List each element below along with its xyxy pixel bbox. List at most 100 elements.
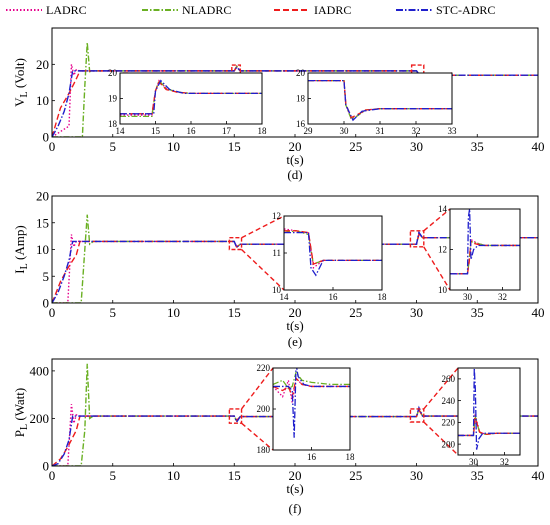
zoom-region-box (228, 408, 243, 424)
inset-axis-xtick-label: 30 (340, 126, 350, 136)
main-axis-xtick-label: 20 (289, 139, 302, 154)
main-axis-xtick-label: 5 (110, 468, 117, 483)
inset-axis-xtick-label: 30 (469, 457, 479, 467)
inset-axis-xtick-label: 33 (448, 126, 458, 136)
inset-plot: 14 15 16 17 18 18 19 20 (108, 68, 267, 136)
main-axis-xtick-label: 0 (49, 468, 56, 483)
inset-plot: 30 32 10 12 14 (438, 204, 521, 302)
inset-plot: 14 16 18 10 11 12 (272, 211, 387, 302)
inset-axis-xtick-label: 16 (307, 452, 317, 462)
legend-label: STC-ADRC (436, 3, 495, 17)
main-axis-xtick-label: 15 (228, 139, 241, 154)
legend: LADRC NLADRC IADRC STC-ADRC (6, 3, 495, 17)
main-axis-xtick-label: 10 (167, 305, 180, 320)
main-axis-xtick-label: 30 (410, 305, 423, 320)
series-line-stc-adrc (52, 405, 538, 466)
series-line-nladrc (273, 370, 350, 390)
main-axis-xtick-label: 40 (532, 305, 545, 320)
panel-caption: (d) (287, 167, 302, 182)
main-axis-xtick-label: 30 (410, 468, 423, 483)
inset-axis-ytick-label: 16 (296, 119, 306, 129)
main-axis-ytick-label: 20 (36, 189, 49, 204)
inset-axis-xtick-label: 14 (280, 292, 290, 302)
inset-axis-xtick-label: 32 (500, 457, 509, 467)
inset-axis-ytick-label: 12 (272, 211, 281, 221)
main-axis-ytick-label: 5 (43, 269, 50, 284)
inset-plot: 29 30 31 32 33 16 18 20 (296, 68, 457, 136)
zoom-connector (423, 246, 451, 291)
zoom-region-box (409, 230, 425, 248)
zoom-connector (240, 367, 274, 410)
zoom-connector (423, 367, 459, 410)
inset-axis-ytick-label: 12 (438, 245, 447, 255)
inset-axis-ytick-label: 240 (442, 396, 456, 406)
main-axis-ytick-label: 200 (30, 411, 50, 426)
legend-label: IADRC (314, 3, 351, 17)
inset-axis-xtick-label: 16 (329, 292, 339, 302)
inset-axis-ytick-label: 14 (438, 204, 448, 214)
series-line-nladrc (120, 79, 262, 117)
series-line-stc-adrc (284, 231, 382, 277)
main-axis-xtick-label: 25 (349, 305, 362, 320)
zoom-connector (241, 422, 274, 451)
zoom-region-box (409, 408, 425, 423)
main-axis-xtick-label: 5 (110, 305, 117, 320)
main-axis-xtick-label: 0 (49, 139, 56, 154)
inset-axis-xtick-label: 31 (376, 126, 385, 136)
main-axis-xtick-label: 0 (49, 305, 56, 320)
inset-axis-ytick-label: 180 (257, 445, 271, 455)
main-axis-ytick-label: 10 (36, 93, 49, 108)
legend-label: LADRC (46, 3, 87, 17)
inset-axis-ytick-label: 260 (442, 374, 456, 384)
x-axis-label: t(s) (286, 152, 303, 167)
series-line-stc-adrc (120, 79, 262, 115)
zoom-region-box (231, 64, 242, 76)
inset-axis-ytick-label: 11 (272, 248, 281, 258)
y-axis-label: VL (Volt) (12, 58, 30, 107)
inset-axis-ytick-label: 200 (257, 404, 271, 414)
main-axis-xtick-label: 30 (410, 139, 423, 154)
inset-axis-xtick-label: 18 (346, 452, 356, 462)
main-axis-xtick-label: 10 (167, 468, 180, 483)
inset-plot: 16 18 180 200 220 (257, 363, 356, 462)
series-line-stc-adrc (458, 368, 520, 450)
main-axis-xtick-label: 25 (349, 468, 362, 483)
inset-axis-xtick-label: 32 (412, 126, 421, 136)
main-axis-ytick-label: 0 (43, 459, 50, 474)
main-axis-xtick-label: 15 (228, 305, 241, 320)
series-line-ladrc (52, 404, 538, 466)
inset-axis-xtick-label: 30 (463, 292, 473, 302)
series-line-ladrc (450, 238, 520, 275)
series-line-stc-adrc (273, 368, 350, 438)
inset-axis-ytick-label: 18 (108, 119, 118, 129)
main-axis-xtick-label: 35 (471, 305, 484, 320)
series-line-iadrc (52, 233, 538, 303)
inset-axis-xtick-label: 18 (258, 126, 268, 136)
inset-axis-xtick-label: 14 (116, 126, 126, 136)
legend-label: NLADRC (182, 3, 231, 17)
main-axis-ytick-label: 0 (43, 130, 50, 145)
series-line-stc-adrc (308, 80, 452, 122)
x-axis-label: t(s) (286, 481, 303, 496)
main-axis-ytick-label: 15 (36, 215, 49, 230)
inset-axis-ytick-label: 220 (442, 418, 456, 428)
inset-axis-ytick-label: 20 (108, 68, 118, 78)
main-axis-ytick-label: 10 (36, 242, 49, 257)
zoom-region-box (228, 237, 243, 251)
main-axis-xtick-label: 20 (289, 305, 302, 320)
main-axis-xtick-label: 15 (228, 468, 241, 483)
inset-axis-ytick-label: 220 (257, 363, 271, 373)
main-axis-xtick-label: 5 (110, 139, 117, 154)
y-axis-label: IL (Amp) (12, 225, 30, 273)
inset-axis-ytick-label: 19 (108, 94, 118, 104)
series-line-nladrc (458, 415, 520, 437)
inset-axis-ytick-label: 18 (296, 94, 306, 104)
inset-plot: 30 32 200 220 240 260 (442, 367, 521, 467)
zoom-connector (241, 248, 285, 291)
y-axis-label: PL (Watt) (12, 388, 30, 437)
main-axis-xtick-label: 20 (289, 468, 302, 483)
